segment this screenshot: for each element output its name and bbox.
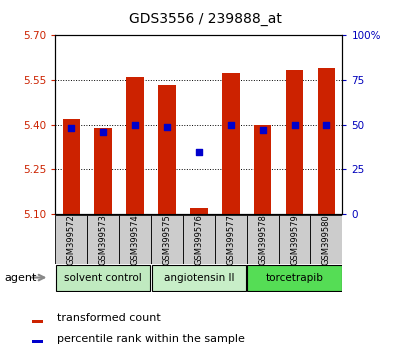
Text: GSM399577: GSM399577 — [226, 214, 235, 265]
Text: torcetrapib: torcetrapib — [265, 273, 323, 283]
Bar — [221, 73, 239, 214]
Text: GDS3556 / 239888_at: GDS3556 / 239888_at — [128, 12, 281, 27]
Bar — [31, 341, 43, 343]
Bar — [190, 208, 207, 214]
Bar — [119, 215, 151, 264]
Text: GSM399579: GSM399579 — [289, 214, 298, 265]
Point — [195, 149, 202, 154]
Text: percentile rank within the sample: percentile rank within the sample — [57, 334, 245, 344]
Bar — [158, 85, 175, 214]
Bar — [94, 128, 112, 214]
Text: agent: agent — [4, 273, 36, 283]
Bar — [87, 215, 119, 264]
Bar — [310, 215, 342, 264]
Bar — [151, 265, 245, 291]
Text: angiotensin II: angiotensin II — [163, 273, 234, 283]
Bar — [317, 68, 335, 214]
Point — [322, 122, 329, 127]
Bar — [126, 77, 144, 214]
Point — [100, 129, 106, 135]
Bar — [62, 119, 80, 214]
Text: GSM399576: GSM399576 — [194, 214, 203, 265]
Point — [227, 122, 234, 127]
Bar — [253, 125, 271, 214]
Text: GSM399573: GSM399573 — [99, 214, 108, 265]
Text: GSM399572: GSM399572 — [67, 214, 76, 265]
Point — [131, 122, 138, 127]
Bar — [247, 265, 341, 291]
Text: transformed count: transformed count — [57, 313, 161, 324]
Text: GSM399574: GSM399574 — [130, 214, 139, 265]
Bar — [214, 215, 246, 264]
Text: GSM399575: GSM399575 — [162, 214, 171, 265]
Bar — [55, 215, 87, 264]
Bar — [31, 320, 43, 323]
Bar — [285, 70, 303, 214]
Bar — [182, 215, 214, 264]
Point — [259, 127, 265, 133]
Point — [68, 126, 74, 131]
Text: GSM399578: GSM399578 — [258, 214, 267, 265]
Text: solvent control: solvent control — [64, 273, 142, 283]
Text: GSM399580: GSM399580 — [321, 214, 330, 265]
Bar — [278, 215, 310, 264]
Bar — [56, 265, 150, 291]
Point — [163, 124, 170, 130]
Point — [290, 122, 297, 127]
Bar — [246, 215, 278, 264]
Bar — [151, 215, 182, 264]
